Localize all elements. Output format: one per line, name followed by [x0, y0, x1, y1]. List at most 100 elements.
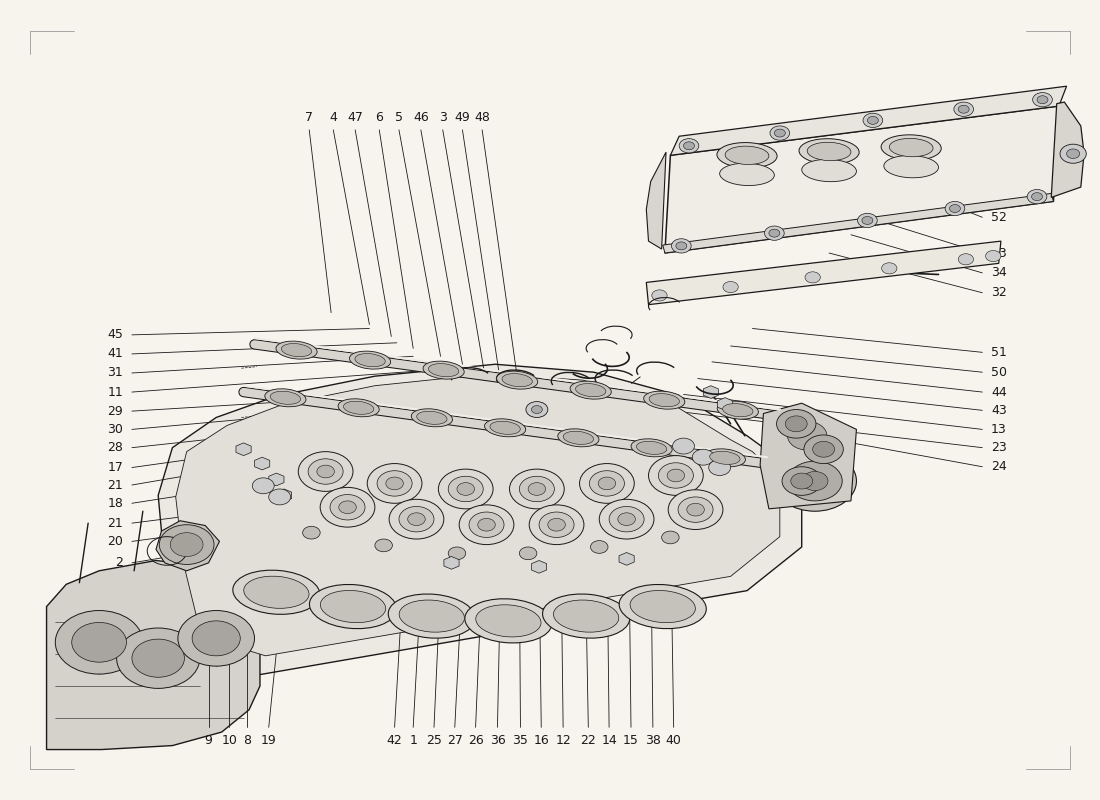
Text: 40: 40: [666, 734, 682, 746]
Ellipse shape: [490, 422, 520, 434]
Circle shape: [782, 466, 822, 495]
Circle shape: [598, 477, 616, 490]
Circle shape: [764, 226, 784, 240]
Ellipse shape: [717, 401, 758, 419]
Circle shape: [858, 214, 877, 228]
Ellipse shape: [717, 142, 777, 168]
Polygon shape: [703, 386, 718, 398]
Circle shape: [590, 470, 625, 496]
Polygon shape: [531, 561, 547, 573]
Circle shape: [580, 463, 635, 503]
Circle shape: [320, 487, 375, 527]
Circle shape: [519, 476, 554, 502]
Text: 17: 17: [108, 461, 123, 474]
Circle shape: [805, 272, 821, 283]
Ellipse shape: [889, 138, 933, 157]
Circle shape: [439, 469, 493, 509]
Text: 15: 15: [623, 734, 639, 746]
Circle shape: [268, 489, 290, 505]
Text: 31: 31: [108, 366, 123, 379]
Circle shape: [609, 506, 645, 532]
Text: 19: 19: [261, 734, 276, 746]
Circle shape: [367, 463, 422, 503]
Text: 9: 9: [205, 734, 212, 746]
Circle shape: [804, 435, 844, 463]
Ellipse shape: [704, 449, 746, 467]
Text: 38: 38: [645, 734, 661, 746]
Ellipse shape: [476, 605, 541, 637]
Circle shape: [317, 465, 334, 478]
Circle shape: [1027, 190, 1047, 204]
Polygon shape: [717, 398, 733, 410]
Circle shape: [949, 205, 960, 213]
Circle shape: [399, 506, 435, 532]
Polygon shape: [647, 241, 1001, 305]
Ellipse shape: [424, 361, 464, 379]
Ellipse shape: [265, 389, 306, 406]
Text: 47: 47: [348, 110, 363, 123]
Ellipse shape: [496, 371, 538, 389]
Ellipse shape: [271, 391, 300, 404]
Circle shape: [477, 518, 495, 531]
Circle shape: [548, 518, 565, 531]
Circle shape: [448, 547, 465, 560]
Text: 42: 42: [387, 734, 403, 746]
Ellipse shape: [465, 598, 552, 643]
Circle shape: [160, 525, 215, 565]
Circle shape: [389, 499, 443, 539]
Text: 36: 36: [490, 734, 505, 746]
Circle shape: [1037, 96, 1048, 104]
Ellipse shape: [553, 600, 619, 632]
Polygon shape: [664, 106, 1059, 253]
Ellipse shape: [883, 155, 938, 178]
Polygon shape: [444, 557, 459, 570]
Text: 44: 44: [991, 386, 1006, 398]
Polygon shape: [158, 364, 802, 677]
Text: 2: 2: [116, 556, 123, 570]
Text: 1: 1: [409, 734, 417, 746]
Ellipse shape: [719, 163, 774, 186]
Circle shape: [658, 462, 693, 488]
Ellipse shape: [725, 146, 769, 165]
Circle shape: [788, 461, 843, 501]
Circle shape: [375, 539, 393, 552]
Circle shape: [1033, 93, 1053, 107]
Ellipse shape: [881, 135, 942, 160]
Circle shape: [862, 217, 873, 225]
Circle shape: [509, 469, 564, 509]
Ellipse shape: [411, 409, 452, 426]
Circle shape: [377, 470, 412, 496]
Circle shape: [785, 416, 807, 432]
Ellipse shape: [244, 576, 309, 608]
Circle shape: [868, 116, 878, 124]
Circle shape: [802, 471, 828, 490]
Circle shape: [791, 473, 813, 489]
Circle shape: [773, 451, 857, 511]
Text: 49: 49: [454, 110, 471, 123]
Circle shape: [117, 628, 200, 688]
Text: 27: 27: [447, 734, 463, 746]
Polygon shape: [619, 553, 635, 566]
Circle shape: [192, 621, 240, 656]
Circle shape: [1032, 193, 1043, 201]
Circle shape: [672, 438, 694, 454]
Circle shape: [881, 262, 896, 274]
Text: 10: 10: [221, 734, 238, 746]
Ellipse shape: [575, 383, 606, 397]
Circle shape: [178, 610, 254, 666]
Text: 28: 28: [108, 441, 123, 454]
Circle shape: [723, 282, 738, 293]
Text: 18: 18: [108, 497, 123, 510]
Text: FERRARI: FERRARI: [712, 286, 739, 291]
Polygon shape: [647, 152, 666, 249]
Circle shape: [302, 526, 320, 539]
Text: 12: 12: [556, 734, 571, 746]
Text: 35: 35: [513, 734, 528, 746]
Text: 22: 22: [581, 734, 596, 746]
Text: 50: 50: [991, 366, 1008, 378]
Ellipse shape: [417, 411, 447, 424]
Text: 23: 23: [991, 441, 1006, 454]
Polygon shape: [662, 194, 1054, 253]
Circle shape: [529, 505, 584, 545]
Text: 4: 4: [329, 110, 338, 123]
